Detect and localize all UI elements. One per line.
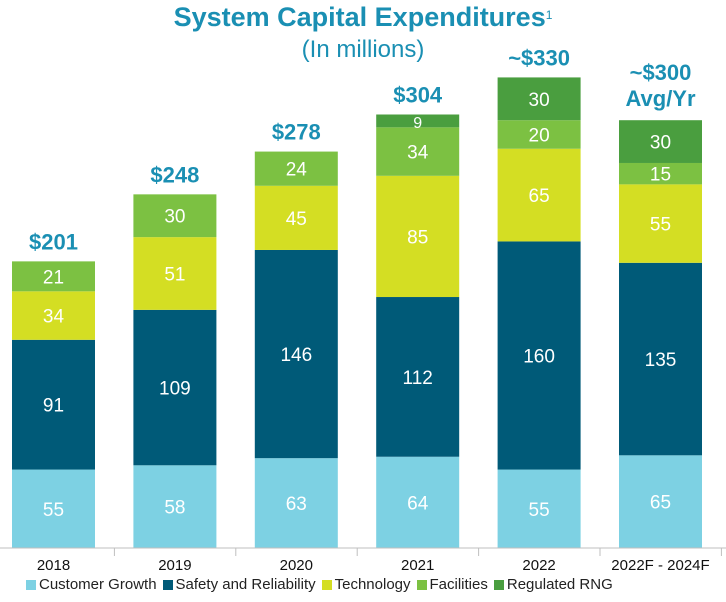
bar-segment [12, 261, 95, 292]
bar-segment [497, 241, 581, 470]
legend-label: Facilities [429, 576, 488, 593]
legend-item: Regulated RNG [493, 576, 613, 593]
legend-item: Technology [321, 576, 411, 593]
bar-group-3: 64 112 85 34 9 $304 [376, 82, 460, 548]
data-label: 64 [407, 493, 429, 514]
bar-segment [254, 458, 338, 548]
data-label: 9 [413, 115, 422, 132]
data-label: 55 [43, 500, 64, 521]
bar-segment [133, 237, 217, 310]
data-label: 30 [164, 207, 185, 228]
data-label: 34 [43, 307, 65, 328]
bar-segment [376, 114, 460, 128]
bar-segment [619, 120, 702, 163]
chart-legend: Customer Growth Safety and Reliability Tec… [26, 576, 613, 593]
data-label: 15 [650, 165, 671, 186]
bar-segment [619, 262, 702, 456]
data-label: 24 [286, 160, 308, 181]
data-label: 109 [159, 379, 191, 400]
x-tick-label: 2018 [37, 557, 70, 574]
legend-item: Customer Growth [26, 576, 157, 593]
data-label: 91 [43, 396, 64, 417]
data-label: 65 [529, 186, 550, 207]
bar-segment [254, 185, 338, 250]
bar-segment [497, 120, 581, 149]
bar-segment [497, 77, 581, 121]
bar-group-1: 58 109 51 30 $248 [133, 162, 217, 548]
data-label: 51 [164, 264, 185, 285]
legend-item: Facilities [416, 576, 488, 593]
data-label: 63 [286, 494, 307, 515]
total-label: ~$330 [508, 45, 570, 70]
chart-title: System Capital Expenditures1 [173, 2, 553, 32]
title-footnote: 1 [545, 8, 553, 22]
bar-group-0: 55 91 34 21 $201 [12, 229, 95, 548]
total-label: $248 [150, 162, 199, 187]
total-label: ~$300 [630, 60, 692, 85]
legend-label: Customer Growth [39, 576, 157, 593]
bar-segment [376, 297, 460, 457]
bar-segment [497, 148, 581, 242]
legend-label: Regulated RNG [506, 576, 613, 593]
data-label: 34 [407, 143, 429, 164]
bar-segment [619, 162, 702, 185]
data-label: 55 [650, 215, 671, 236]
data-label: 146 [280, 345, 312, 366]
legend-label: Safety and Reliability [175, 576, 316, 593]
bar-segment [133, 465, 217, 548]
bar-group-2: 63 146 45 24 $278 [254, 120, 338, 548]
total-label-line2: Avg/Yr [625, 86, 696, 111]
data-label: 30 [650, 133, 671, 154]
total-label: $201 [29, 229, 78, 254]
bar-segment [376, 127, 460, 176]
bar-segment [12, 291, 95, 340]
legend-label: Technology [334, 576, 411, 593]
data-label: 160 [523, 346, 555, 367]
legend-item: Safety and Reliability [162, 576, 316, 593]
bar-segment [12, 469, 95, 548]
data-label: 30 [529, 90, 550, 111]
x-tick-label: 2022F - 2024F [611, 557, 709, 574]
total-label: $278 [272, 120, 321, 145]
chart-subtitle: (In millions) [301, 36, 425, 63]
data-label: 85 [407, 227, 428, 248]
bar-segment [133, 309, 217, 466]
data-label: 58 [164, 498, 185, 519]
bar-segment [254, 249, 338, 459]
bar-group-4: 55 160 65 20 30 ~$330 [497, 45, 581, 548]
bar-segment [497, 469, 581, 548]
data-label: 135 [645, 350, 677, 371]
legend-swatch [493, 579, 504, 590]
x-tick-label: 2020 [280, 557, 313, 574]
bar-segment [12, 339, 95, 470]
legend-swatch [26, 579, 36, 590]
bar-segment [376, 175, 460, 298]
x-tick-label: 2019 [158, 557, 191, 574]
x-tick-label: 2021 [401, 557, 434, 574]
bar-segment [619, 455, 702, 548]
data-label: 21 [43, 267, 64, 288]
data-label: 65 [650, 493, 671, 514]
data-label: 112 [403, 368, 433, 389]
data-label: 45 [286, 209, 307, 230]
bar-segment [133, 194, 217, 238]
total-label: $304 [393, 82, 443, 107]
legend-swatch [162, 579, 173, 590]
bar-segment [619, 184, 702, 263]
legend-swatch [416, 579, 427, 590]
x-tick-label: 2022 [522, 557, 555, 574]
bar-segment [376, 456, 460, 548]
legend-swatch [321, 579, 332, 590]
data-label: 55 [529, 500, 550, 521]
bar-segment [254, 151, 338, 186]
data-label: 20 [529, 125, 550, 146]
